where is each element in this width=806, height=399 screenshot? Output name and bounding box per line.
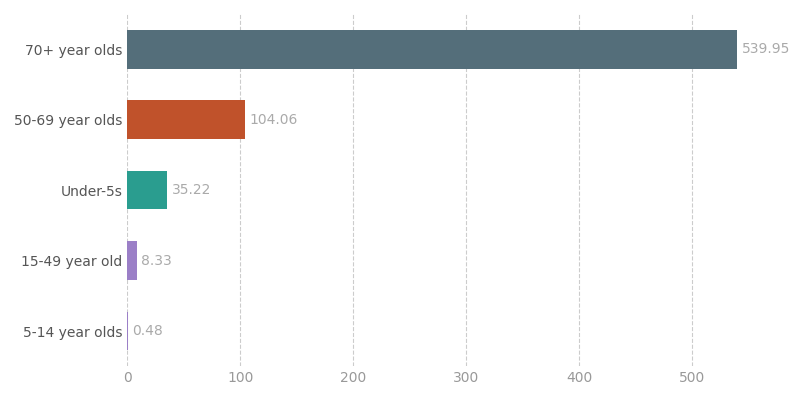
Bar — [127, 30, 737, 69]
Text: 0.48: 0.48 — [132, 324, 163, 338]
Bar — [127, 171, 167, 209]
Text: 104.06: 104.06 — [249, 113, 297, 126]
Bar — [127, 100, 245, 139]
Bar — [127, 241, 136, 280]
Text: 35.22: 35.22 — [172, 183, 211, 197]
Text: 8.33: 8.33 — [141, 253, 172, 268]
Text: 539.95: 539.95 — [742, 42, 790, 56]
